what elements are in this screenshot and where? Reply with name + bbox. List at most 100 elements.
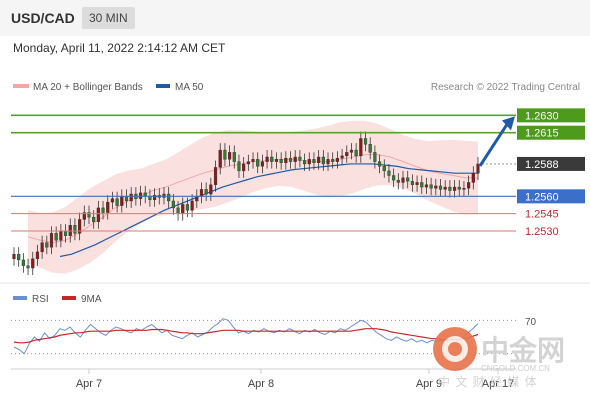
rsi-ma-legend-label: 9MA xyxy=(81,294,102,305)
candle-body xyxy=(368,144,372,153)
candle-body xyxy=(49,233,54,248)
candle-body xyxy=(293,156,297,162)
candle-body xyxy=(256,159,260,167)
resistance-2-label: 1.2615 xyxy=(525,128,559,140)
candle-body xyxy=(106,201,110,213)
candle-body xyxy=(377,161,382,167)
candle-body xyxy=(448,186,452,191)
candle-body xyxy=(73,225,77,234)
rsi-line xyxy=(13,318,479,355)
candle-body xyxy=(415,182,419,185)
ma50-legend-swatch xyxy=(156,84,170,88)
rsi-legend-swatch xyxy=(13,296,27,300)
candle-body xyxy=(284,157,288,163)
candle-body xyxy=(21,259,25,266)
candle-body xyxy=(457,186,461,190)
candle-body xyxy=(452,186,457,191)
current-price-tag xyxy=(517,156,585,171)
candle-body xyxy=(434,185,438,189)
bollinger-legend-swatch xyxy=(13,84,29,88)
candle-body xyxy=(321,156,325,165)
candle-body xyxy=(359,138,363,157)
candle-body xyxy=(270,156,274,162)
candle-body xyxy=(101,207,105,213)
candle-body xyxy=(420,182,424,188)
candle-body xyxy=(438,185,443,190)
candle-body xyxy=(443,186,447,190)
candle-body xyxy=(92,216,96,222)
candle-body xyxy=(307,159,311,165)
candle-body xyxy=(17,253,21,261)
candle-body xyxy=(63,230,68,236)
candle-body xyxy=(223,149,227,160)
candle-body xyxy=(45,242,49,248)
candle-body xyxy=(298,156,302,161)
projection-arrow-shaft xyxy=(478,123,509,167)
main-plot-area: 1.2630 1.2615 1.2588 1.2560 1.2545 1.2530 xyxy=(11,108,585,275)
resistance-1-tag xyxy=(517,108,585,123)
candle-body xyxy=(110,198,115,203)
candle-body xyxy=(462,188,466,190)
support-1-label: 1.2545 xyxy=(525,209,559,221)
candle-body xyxy=(82,212,86,220)
timeframe-button[interactable]: 30 MIN xyxy=(82,7,135,29)
candle-body xyxy=(199,189,204,197)
candle-body xyxy=(176,207,180,214)
rsi-plot-area xyxy=(11,318,516,355)
resistance-1-label: 1.2630 xyxy=(525,110,559,122)
candle-body xyxy=(335,157,339,162)
candle-body xyxy=(326,159,330,165)
pivot-level-label: 1.2560 xyxy=(525,191,559,203)
cngold-watermark: 中金网 CNGOLD.COM.CN 中 文 财 经 媒 体 xyxy=(433,327,565,389)
candle-body xyxy=(410,181,414,185)
bollinger-band-area xyxy=(28,120,478,274)
candle-body xyxy=(78,219,82,234)
x-tick-label: Apr 8 xyxy=(248,378,274,390)
candle-body xyxy=(115,198,119,206)
candle-body xyxy=(153,194,157,201)
candle-body xyxy=(401,177,405,183)
candle-body xyxy=(251,159,255,162)
x-axis: Apr 7 Apr 8 Apr 9 Apr 17 xyxy=(76,369,514,390)
rsi-legend-label: RSI xyxy=(32,294,49,305)
candle-body xyxy=(476,163,480,174)
candle-body xyxy=(68,225,72,236)
candle-body xyxy=(467,182,471,189)
candle-body xyxy=(392,175,396,181)
candle-body xyxy=(302,160,307,165)
ma50-legend-label: MA 50 xyxy=(175,82,204,93)
candle-body xyxy=(396,179,400,183)
x-tick-label: Apr 9 xyxy=(416,378,442,390)
candle-body xyxy=(59,230,63,241)
candle-body xyxy=(213,167,218,185)
current-price-label: 1.2588 xyxy=(525,159,559,171)
candle-body xyxy=(363,138,368,145)
candle-body xyxy=(354,149,358,157)
candle-body xyxy=(242,163,246,172)
candle-body xyxy=(228,152,232,160)
ma50-line xyxy=(59,163,478,258)
candle-body xyxy=(246,161,250,165)
candle-body xyxy=(279,159,283,163)
candle-body xyxy=(185,204,190,211)
candle-body xyxy=(129,193,133,202)
candle-body xyxy=(345,152,349,157)
rsi-ma-legend-swatch xyxy=(62,296,76,300)
chart-datetime: Monday, April 11, 2022 2:14:12 AM CET xyxy=(13,41,226,55)
candle-body xyxy=(120,196,124,206)
support-2-label: 1.2530 xyxy=(525,226,559,238)
candle-body xyxy=(12,253,16,260)
candle-body xyxy=(274,159,279,162)
candle-body xyxy=(387,170,391,176)
pivot-level-tag xyxy=(517,189,585,204)
candle-body xyxy=(265,156,269,162)
watermark-brand: 中金网 xyxy=(481,334,565,366)
candle-body xyxy=(195,196,199,202)
candle-body xyxy=(232,152,236,162)
candle-body xyxy=(31,258,35,269)
candle-body xyxy=(237,161,241,172)
candle-body xyxy=(209,184,213,195)
candle-body xyxy=(167,193,171,202)
candle-body xyxy=(331,159,335,162)
